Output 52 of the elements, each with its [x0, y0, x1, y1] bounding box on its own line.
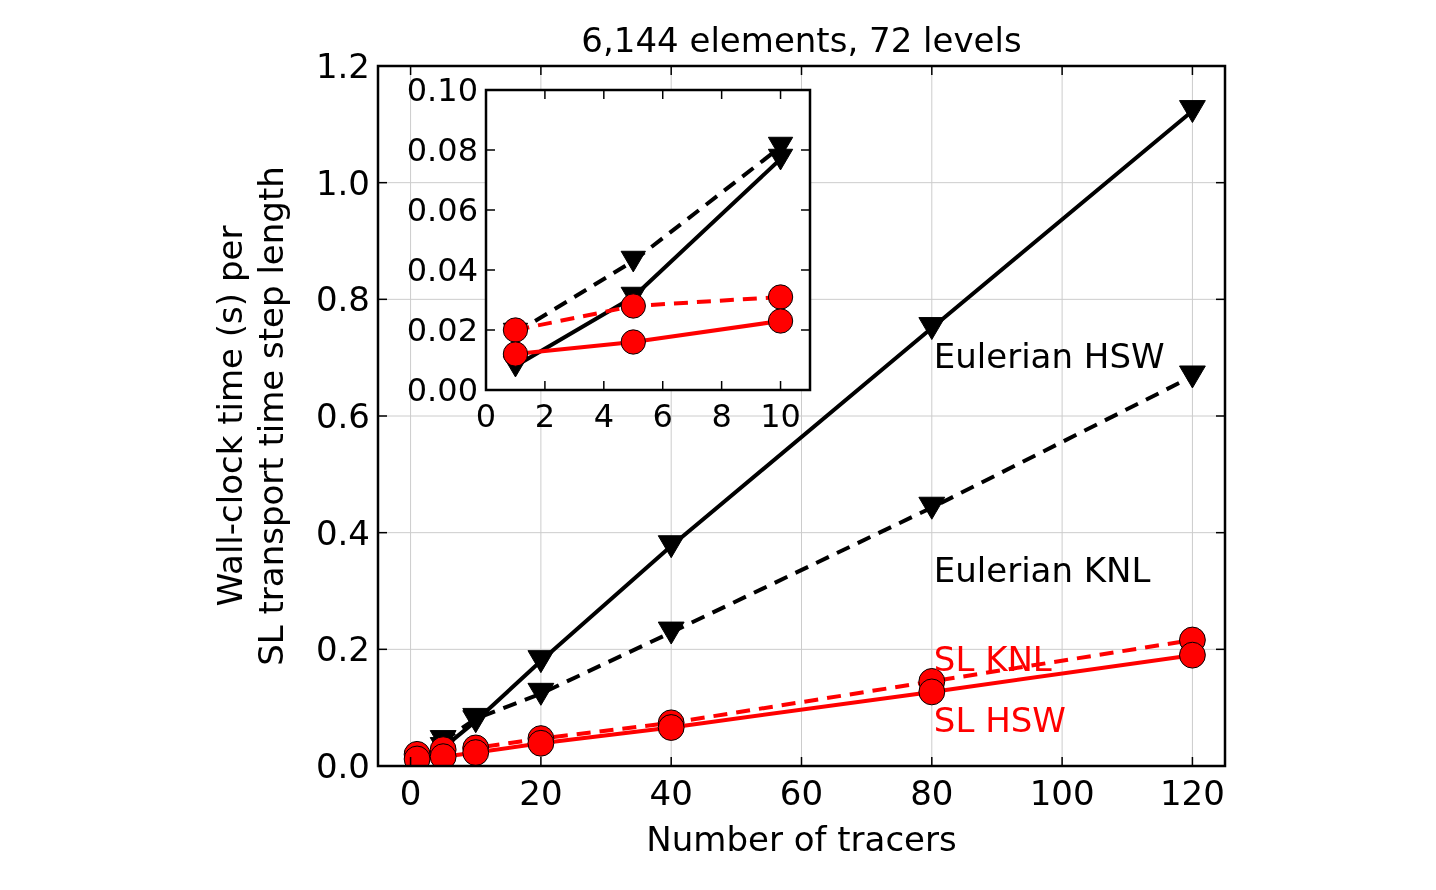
y-tick-label: 0.04	[406, 251, 478, 290]
y-tick-label: 1.2	[315, 45, 370, 86]
y-tick-label: 0.0	[315, 745, 370, 786]
point	[767, 284, 794, 310]
point	[502, 341, 529, 367]
x-tick-label: 100	[1029, 773, 1095, 814]
y-tick-label: 0.10	[406, 71, 478, 110]
series-label: Eulerian HSW	[933, 335, 1165, 376]
y-tick-label: 0.4	[315, 512, 370, 553]
x-tick-label: 0	[475, 396, 497, 435]
series-label: SL KNL	[933, 639, 1052, 680]
point	[657, 621, 685, 645]
y-tick-label: 1.0	[315, 162, 370, 203]
point	[918, 496, 946, 520]
y-tick-label: 0.08	[406, 131, 478, 170]
y-axis-title: Wall-clock time (s) per SL transport time step length	[210, 166, 291, 666]
point	[527, 650, 555, 674]
point	[657, 714, 685, 741]
x-tick-label: 6	[652, 396, 673, 435]
series-label: SL HSW	[933, 699, 1066, 740]
point	[620, 329, 646, 355]
point	[462, 739, 490, 766]
point	[527, 729, 555, 757]
x-tick-label: 40	[649, 773, 693, 814]
y-tick-label: 0.8	[315, 279, 370, 320]
point	[1179, 641, 1206, 669]
x-axis-title: Number of tracers	[646, 819, 957, 859]
x-tick-label: 4	[593, 396, 614, 435]
point	[620, 293, 646, 319]
y-tick-label: 0.06	[406, 191, 478, 230]
point	[1179, 100, 1206, 124]
point	[1179, 365, 1206, 389]
point	[502, 317, 529, 343]
x-tick-label: 20	[519, 773, 563, 814]
series-label: Eulerian KNL	[933, 549, 1151, 590]
y-tick-label: 0.6	[315, 395, 370, 436]
x-tick-label: 60	[779, 773, 824, 814]
x-tick-label: 8	[711, 396, 732, 435]
x-tick-label: 10	[760, 396, 801, 435]
point	[918, 678, 946, 706]
point	[767, 308, 794, 334]
x-tick-label: 80	[910, 773, 954, 814]
y-tick-label: 0.02	[406, 311, 478, 350]
y-tick-label: 0.2	[315, 629, 370, 670]
point	[657, 535, 685, 559]
y-tick-label: 0.00	[406, 371, 478, 410]
point	[527, 682, 555, 706]
chart-title: 6,144 elements, 72 levels	[581, 20, 1022, 60]
x-tick-label: 2	[534, 396, 556, 435]
x-tick-label: 0	[399, 773, 422, 814]
x-tick-label: 120	[1159, 773, 1225, 814]
point	[918, 317, 946, 341]
